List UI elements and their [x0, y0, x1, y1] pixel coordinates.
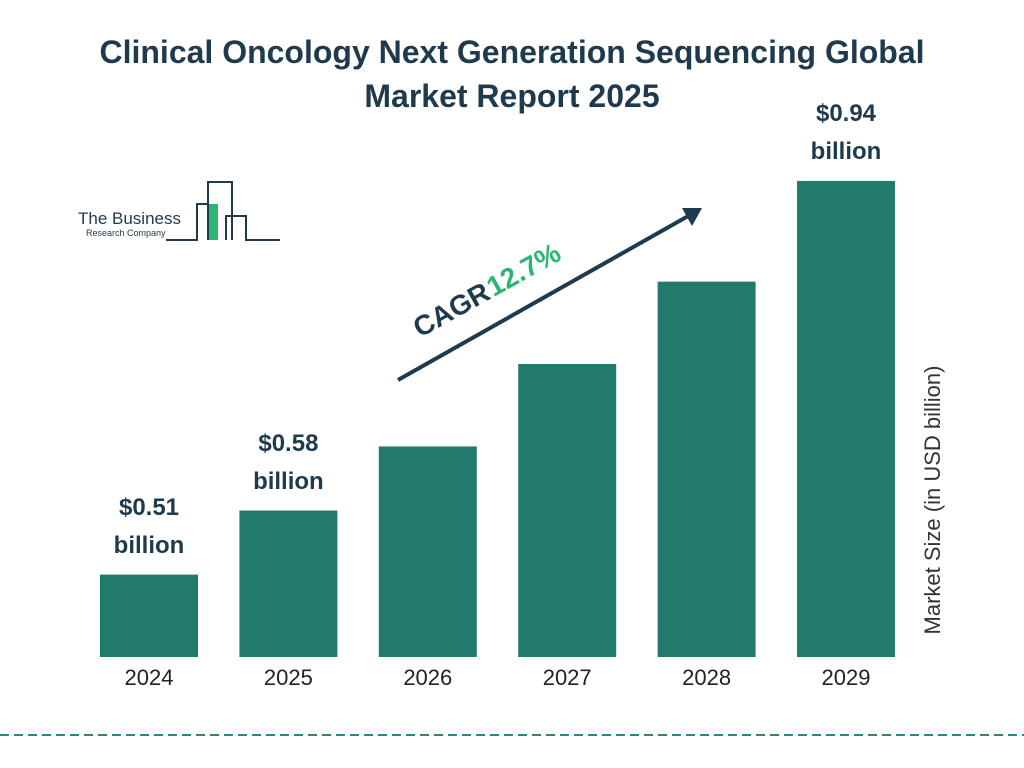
chart-title: Clinical Oncology Next Generation Sequen… [99, 34, 925, 114]
logo-text: Research Company [86, 228, 166, 238]
x-tick-label: 2025 [263, 665, 313, 690]
cagr-arrowhead [682, 208, 702, 226]
data-label: $0.58 billion [253, 429, 324, 495]
logo: The Business Research Company [78, 181, 280, 241]
x-tick-label: 2029 [821, 665, 871, 690]
bar [797, 180, 895, 657]
data-label: $0.51 billion [113, 493, 185, 559]
bar [100, 574, 198, 657]
x-tick-label: 2028 [682, 665, 732, 690]
x-tick-label: 2024 [124, 665, 174, 690]
bar [239, 510, 338, 657]
x-tick-label: 2027 [542, 665, 592, 690]
bar [378, 446, 477, 657]
cagr: CAGR 12.7% [408, 237, 566, 343]
bar [518, 364, 617, 657]
x-tick-label: 2026 [403, 665, 453, 690]
logo-mark [166, 181, 280, 241]
logo-mark [209, 204, 218, 240]
data-label: $0.94 billion [810, 99, 882, 165]
bar [657, 281, 756, 657]
cagr-arrow [397, 213, 691, 382]
y-axis-label: Market Size (in USD billion) [920, 366, 945, 635]
logo-text: The Business [78, 209, 181, 228]
